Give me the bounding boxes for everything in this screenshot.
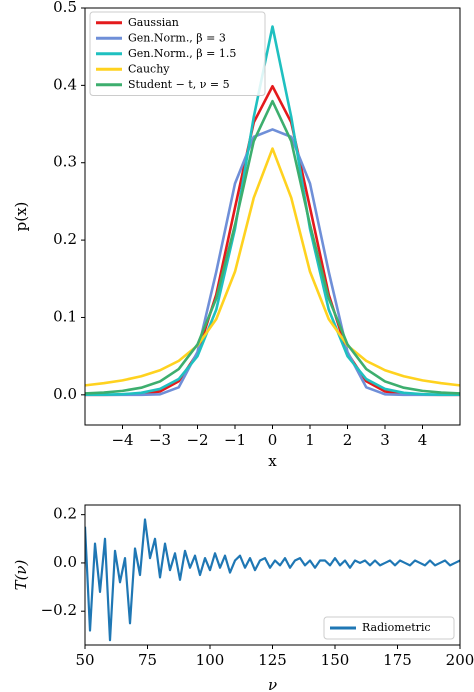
x-axis-label: ν bbox=[268, 676, 277, 692]
x-tick-label: −1 bbox=[224, 431, 246, 449]
legend-label: Gen.Norm., β = 1.5 bbox=[128, 47, 236, 60]
y-axis-label: T(ν) bbox=[12, 559, 30, 590]
y-tick-label: −0.2 bbox=[41, 601, 77, 619]
x-tick-label: 200 bbox=[446, 651, 474, 669]
legend-label: Cauchy bbox=[128, 62, 170, 75]
y-tick-label: 0.4 bbox=[53, 75, 77, 93]
y-tick-label: 0.2 bbox=[53, 505, 77, 523]
y-tick-label: 0.5 bbox=[53, 0, 77, 16]
series-line bbox=[85, 25, 460, 397]
legend-box bbox=[89, 11, 266, 96]
plot-frame bbox=[84, 7, 461, 426]
y-tick-label: 0.0 bbox=[53, 385, 77, 403]
series-line bbox=[85, 128, 460, 397]
legend-label: Radiometric bbox=[362, 621, 431, 634]
x-tick-label: 50 bbox=[75, 651, 94, 669]
x-tick-label: −4 bbox=[111, 431, 133, 449]
x-tick-label: −2 bbox=[186, 431, 208, 449]
y-tick-label: 0.1 bbox=[53, 307, 77, 325]
series-line bbox=[85, 147, 460, 387]
x-tick-label: 1 bbox=[305, 431, 315, 449]
legend-label: Gen.Norm., β = 3 bbox=[128, 31, 226, 44]
x-tick-label: 4 bbox=[418, 431, 428, 449]
plot-frame bbox=[84, 504, 461, 646]
legend: Radiometric bbox=[323, 616, 455, 640]
legend-label: Student − t, ν = 5 bbox=[128, 78, 230, 91]
x-tick-label: 3 bbox=[380, 431, 390, 449]
x-tick-label: 2 bbox=[343, 431, 353, 449]
y-tick-label: 0.3 bbox=[53, 153, 77, 171]
x-tick-label: 150 bbox=[321, 651, 350, 669]
legend-box bbox=[323, 616, 455, 640]
series-line bbox=[85, 518, 460, 642]
legend-label: Gaussian bbox=[128, 16, 179, 29]
x-tick-label: 175 bbox=[383, 651, 412, 669]
x-tick-label: 0 bbox=[268, 431, 278, 449]
x-tick-label: 100 bbox=[196, 651, 225, 669]
legend: Gaussian Gen.Norm., β = 3 Gen.Norm., β = 1… bbox=[89, 11, 266, 96]
series-line bbox=[85, 99, 460, 395]
y-tick-label: 0.0 bbox=[53, 553, 77, 571]
series-line bbox=[85, 84, 460, 397]
x-tick-label: −3 bbox=[149, 431, 171, 449]
y-axis-label: p(x) bbox=[12, 202, 30, 232]
y-tick-label: 0.2 bbox=[53, 230, 77, 248]
x-axis-label: x bbox=[268, 452, 277, 470]
x-tick-label: 75 bbox=[138, 651, 157, 669]
x-tick-label: 125 bbox=[258, 651, 287, 669]
